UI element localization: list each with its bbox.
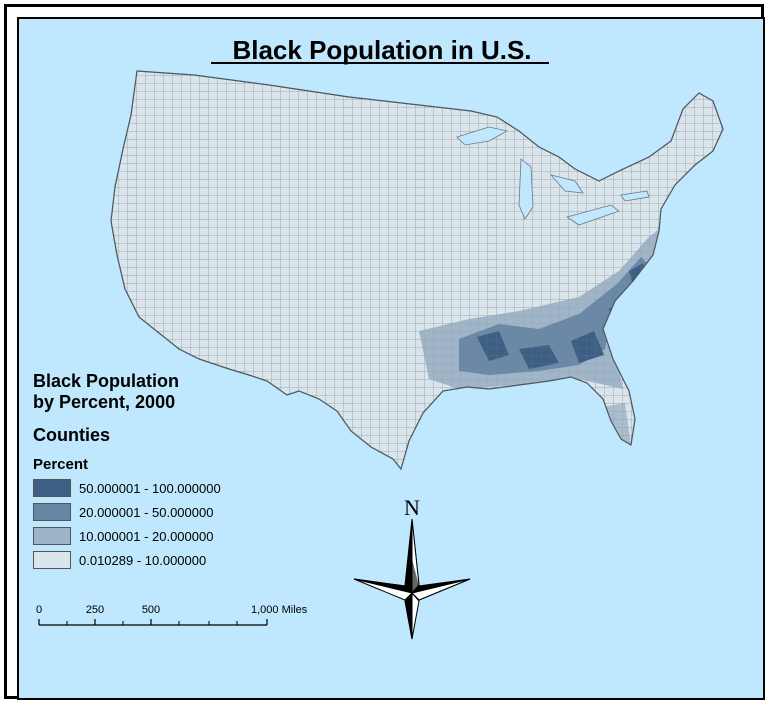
legend-class-label: 50.000001 - 100.000000 bbox=[79, 480, 221, 496]
scale-label-1000-miles: 1,000 Miles bbox=[251, 604, 308, 616]
map-outer-frame: Black Population in U.S. bbox=[4, 4, 765, 700]
legend-swatch-10-20 bbox=[33, 527, 71, 545]
scale-label-500: 500 bbox=[142, 604, 160, 616]
map-title: Black Population in U.S. bbox=[232, 35, 531, 65]
scale-bar: 0 250 500 1,000 Miles bbox=[36, 604, 308, 626]
legend-class-label: 0.010289 - 10.000000 bbox=[79, 552, 207, 568]
legend-class-row: 0.010289 - 10.000000 bbox=[33, 551, 221, 569]
legend-field-name: Percent bbox=[33, 456, 89, 473]
great-lakes bbox=[456, 126, 650, 226]
legend-title-line2: by Percent, 2000 bbox=[33, 392, 176, 412]
legend-class-label: 20.000001 - 50.000000 bbox=[79, 504, 214, 520]
legend-class-row: 50.000001 - 100.000000 bbox=[33, 479, 221, 497]
north-arrow: N bbox=[353, 495, 471, 640]
legend-class-row: 20.000001 - 50.000000 bbox=[33, 503, 221, 521]
map-canvas: Black Population in U.S. bbox=[36, 35, 724, 640]
map-legend: Black Population by Percent, 2000 Counti… bbox=[33, 371, 221, 569]
legend-title-line1: Black Population bbox=[33, 371, 180, 391]
legend-class-label: 10.000001 - 20.000000 bbox=[79, 528, 214, 544]
legend-swatch-0-10 bbox=[33, 551, 71, 569]
scale-label-250: 250 bbox=[86, 604, 104, 616]
map-frame: Black Population in U.S. bbox=[17, 17, 765, 700]
north-arrow-label: N bbox=[404, 495, 420, 520]
legend-swatch-50-100 bbox=[33, 479, 71, 497]
legend-class-row: 10.000001 - 20.000000 bbox=[33, 527, 221, 545]
scale-label-0: 0 bbox=[36, 604, 42, 616]
legend-layer-name: Counties bbox=[33, 425, 111, 445]
legend-swatch-20-50 bbox=[33, 503, 71, 521]
